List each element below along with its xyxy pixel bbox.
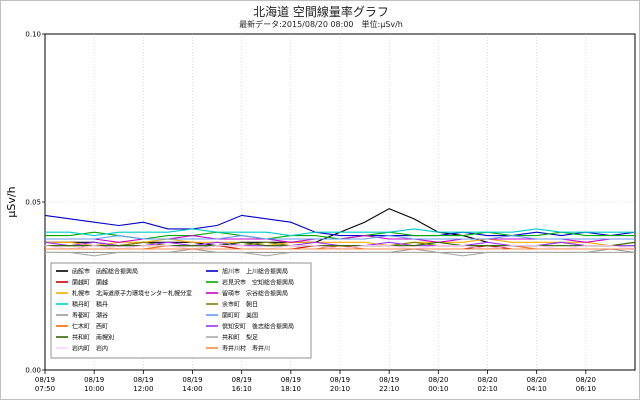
legend-label: 寿井川村 寿井川 bbox=[222, 345, 270, 353]
series-line-13 bbox=[45, 251, 635, 257]
x-tick-label-date: 08/19 bbox=[133, 376, 153, 384]
series-line-9 bbox=[45, 235, 635, 240]
x-tick-label-date: 08/19 bbox=[182, 376, 202, 384]
x-tick-label-time: 00:10 bbox=[428, 385, 448, 393]
legend-label: 岩見沢市 空知総合振興局 bbox=[222, 279, 294, 287]
x-tick-label-date: 08/20 bbox=[477, 376, 497, 384]
series-line-1 bbox=[44, 214, 636, 237]
legend-label: 仁木町 西町 bbox=[72, 323, 108, 331]
legend-box bbox=[50, 262, 312, 359]
x-tick-label-time: 14:00 bbox=[182, 385, 202, 393]
x-tick-label-time: 16:10 bbox=[232, 385, 252, 393]
legend-label: 函館市 函館総合振興局 bbox=[72, 268, 138, 276]
legend-label: 倶知安町 後志総合振興局 bbox=[222, 323, 294, 331]
chart-subtitle: 最新データ:2015/08/20 08:00 単位:μSv/h bbox=[239, 20, 403, 29]
x-tick-label-date: 08/19 bbox=[281, 376, 301, 384]
y-tick-label: 0.00 bbox=[25, 367, 41, 375]
x-tick-label-time: 18:10 bbox=[281, 385, 301, 393]
legend-label: 札幌市 北海道原子力環境センター札幌分室 bbox=[72, 290, 192, 298]
x-tick-label-time: 06:10 bbox=[576, 385, 596, 393]
x-tick-label-time: 12:00 bbox=[133, 385, 153, 393]
x-tick-label-date: 08/19 bbox=[232, 376, 252, 384]
x-tick-label-date: 08/19 bbox=[35, 376, 55, 384]
legend-label: 余市町 朝日 bbox=[222, 301, 258, 309]
legend-label: 積丹町 積丹 bbox=[72, 301, 108, 309]
legend-label: 共和町 南幌別 bbox=[72, 334, 114, 342]
legend-label: 蘭町町 美国 bbox=[222, 312, 258, 320]
x-tick-label-time: 04:10 bbox=[527, 385, 547, 393]
x-tick-label-date: 08/20 bbox=[428, 376, 448, 384]
legend-label: 蘭越町 蘭越 bbox=[72, 279, 108, 287]
y-tick-label: 0.10 bbox=[25, 31, 41, 39]
x-tick-label-date: 08/19 bbox=[379, 376, 399, 384]
x-tick-label-time: 20:10 bbox=[330, 385, 350, 393]
x-tick-label-date: 08/20 bbox=[576, 376, 596, 384]
series-line-6 bbox=[45, 228, 635, 237]
x-tick-label-time: 02:10 bbox=[477, 385, 497, 393]
legend-label: 共和町 梨足 bbox=[222, 334, 258, 342]
y-tick-label: 0.05 bbox=[25, 199, 41, 207]
x-tick-label-time: 22:10 bbox=[379, 385, 399, 393]
x-tick-label-date: 08/19 bbox=[84, 376, 104, 384]
x-tick-label-date: 08/19 bbox=[330, 376, 350, 384]
x-tick-label-date: 08/20 bbox=[527, 376, 547, 384]
x-tick-label-time: 10:00 bbox=[84, 385, 104, 393]
chart-title: 北海道 空間線量率グラフ bbox=[253, 5, 389, 19]
legend-label: 岩内町 岩内 bbox=[72, 345, 108, 353]
x-tick-label-time: 07:50 bbox=[35, 385, 55, 393]
legend-label: 留萌市 宗谷総合振興局 bbox=[222, 290, 288, 298]
legend-label: 旭川市 上川総合振興局 bbox=[222, 268, 288, 276]
legend-label: 寿都町 潮谷 bbox=[72, 312, 108, 320]
y-axis-label: μSv/h bbox=[5, 186, 18, 217]
